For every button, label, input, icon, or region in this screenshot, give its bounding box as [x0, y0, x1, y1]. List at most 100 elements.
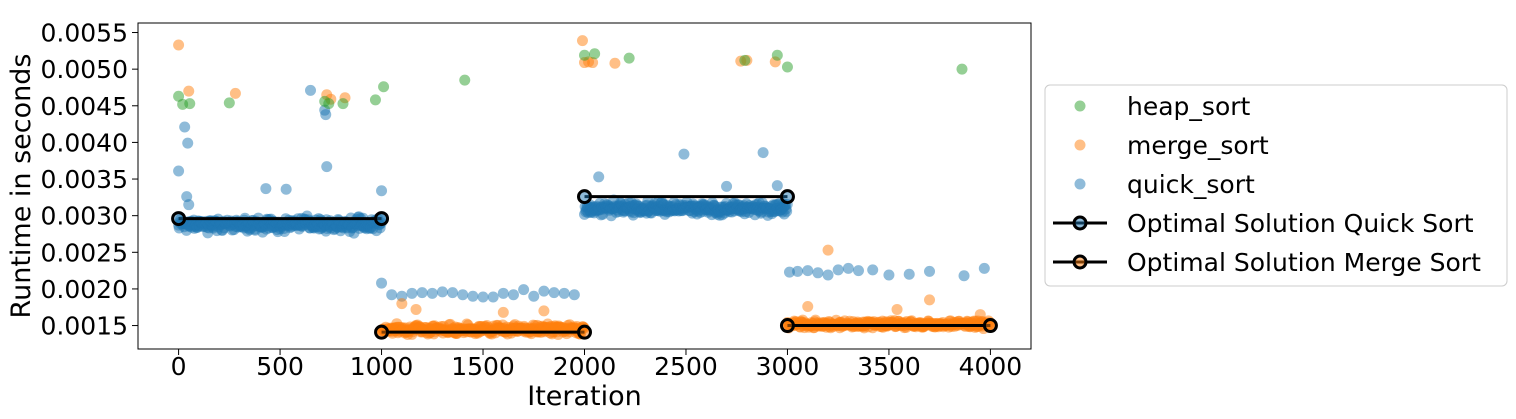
merge-sort-point [183, 85, 195, 97]
heap-sort-point [956, 63, 968, 75]
quick-sort-point [467, 290, 479, 302]
quick-sort-point [924, 265, 936, 277]
heap-sort-point [739, 54, 751, 66]
quick-sort-legend-label: quick_sort [1127, 170, 1255, 199]
optimal-solution-merge-sort-marker [779, 318, 795, 334]
y-axis: 0.0015 0.0020 0.0025 0.0030 0.0035 0.0040 0.00… [41, 19, 138, 341]
quick-sort-point [507, 289, 519, 301]
quick-sort-point [783, 266, 795, 278]
heap-sort-point [623, 52, 635, 64]
quick-sort-point [457, 289, 469, 301]
quick-sort-point [903, 268, 915, 280]
quick-sort-point [852, 265, 864, 277]
merge-sort-point [229, 87, 241, 99]
heap-sort-point [579, 49, 590, 61]
heap-sort-point [589, 48, 601, 60]
quick-sort-point [173, 165, 185, 177]
merge-sort-point [891, 303, 903, 315]
quick-sort-point [497, 287, 509, 299]
quick-sort-point [376, 185, 388, 197]
heap-sort-point [781, 61, 793, 73]
heap-sort-point [378, 81, 390, 93]
plot-area [171, 35, 998, 341]
quick-sort-point [447, 287, 459, 299]
x-tick-label: 500 [256, 352, 304, 381]
quick-sort-point [842, 262, 854, 274]
quick-sort-point [757, 147, 769, 159]
x-tick-label: 2000 [553, 352, 617, 381]
optimal-solution-merge-sort-marker [374, 324, 390, 340]
quick-sort-point [386, 289, 398, 301]
y-tick-label: 0.0045 [41, 92, 128, 121]
heap-sort-point [337, 98, 349, 110]
optimal-solution-merge-sort-legend-marker [1072, 254, 1088, 270]
merge-sort-point [497, 306, 509, 318]
quick-sort-point [260, 183, 272, 195]
optimal-solution-merge-sort-marker [577, 324, 592, 340]
quick-sort-point [568, 289, 580, 301]
quick-sort-legend-marker [1074, 178, 1086, 190]
quick-sort-point [280, 183, 292, 195]
y-axis-title: Runtime in seconds [6, 54, 37, 319]
optimal-solution-quick-sort-legend-label: Optimal Solution Quick Sort [1127, 209, 1474, 238]
quick-sort-point [792, 265, 804, 277]
heap-sort-point [223, 97, 235, 109]
heap-sort-point [184, 98, 196, 110]
quick-sort-point [320, 109, 332, 121]
quick-sort-point [477, 291, 489, 303]
merge-sort-legend-marker [1074, 139, 1086, 151]
merge-sort-point [538, 305, 550, 317]
x-axis-title: Iteration [527, 381, 642, 412]
heap-sort-legend-label: heap_sort [1127, 92, 1251, 121]
x-tick-label: 2500 [654, 352, 718, 381]
y-tick-label: 0.0055 [41, 19, 128, 48]
quick-sort-point [832, 264, 844, 276]
x-axis: 0 500 1000 1500 2000 2500 3000 3500 4000 [171, 349, 1023, 381]
quick-sort-point [179, 121, 191, 133]
merge-sort-point [802, 301, 814, 313]
optimal-solution-quick-sort-marker [779, 189, 795, 205]
quick-sort-point [376, 277, 388, 289]
quick-sort-point [978, 262, 990, 274]
quick-sort-point [436, 286, 448, 298]
merge-sort-point [173, 39, 185, 51]
heap-sort-point [323, 98, 335, 110]
y-tick-label: 0.0025 [41, 238, 128, 267]
merge-sort-legend-label: merge_sort [1127, 131, 1269, 160]
quick-sort-point [416, 287, 428, 299]
legend: heap_sort merge_sort quick_sort Optimal Sol… [1044, 84, 1508, 287]
x-tick-label: 4000 [959, 352, 1023, 381]
heap-sort-point [459, 74, 471, 86]
quick-sort-point [518, 284, 530, 296]
y-tick-label: 0.0035 [41, 165, 128, 194]
quick-sort-point [802, 265, 814, 277]
quick-sort-point [321, 161, 333, 173]
merge-sort-point [576, 35, 588, 47]
merge-sort-point [974, 309, 986, 321]
quick-sort-point [528, 290, 540, 302]
quick-sort-point [721, 180, 733, 192]
quick-sort-point [426, 287, 438, 299]
y-tick-label: 0.0050 [41, 55, 128, 84]
y-tick-label: 0.0020 [41, 275, 128, 304]
quick-sort-point [538, 285, 550, 297]
quick-sort-point [958, 270, 970, 282]
optimal-solution-quick-sort-marker [171, 211, 187, 227]
optimal-solution-quick-sort-legend-marker [1072, 215, 1088, 231]
optimal-solution-quick-sort-marker [577, 189, 592, 205]
optimal-solution-merge-sort-legend-label: Optimal Solution Merge Sort [1127, 248, 1481, 277]
merge-sort-point [587, 57, 599, 69]
merge-sort-point [609, 57, 621, 69]
quick-sort-point [487, 291, 499, 303]
x-tick-label: 1500 [451, 352, 515, 381]
optimal-solution-quick-sort-marker [374, 211, 390, 227]
quick-sort-point [183, 199, 195, 211]
heap-sort-point [369, 94, 381, 106]
y-tick-label: 0.0040 [41, 128, 128, 157]
quick-sort-point [406, 287, 418, 299]
quick-sort-point [867, 264, 879, 276]
quick-sort-point [771, 180, 783, 192]
quick-sort-point [593, 171, 605, 183]
x-tick-label: 0 [171, 352, 187, 381]
